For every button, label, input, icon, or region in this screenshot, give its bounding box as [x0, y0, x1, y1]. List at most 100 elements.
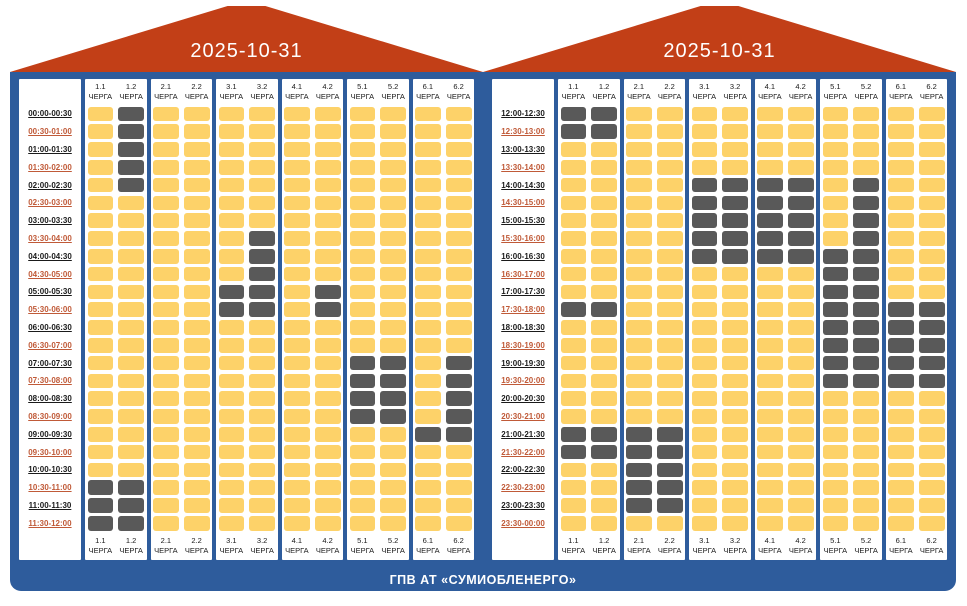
cell-wrapper — [443, 123, 474, 141]
power-on-cell — [757, 462, 783, 478]
cell-wrapper — [282, 497, 313, 515]
cell-wrapper — [654, 425, 685, 443]
power-on-cell — [591, 337, 617, 353]
power-on-cell — [153, 195, 179, 211]
schedule-row — [820, 425, 882, 443]
power-on-cell — [87, 426, 114, 442]
queue-word: ЧЕРГА — [889, 92, 913, 101]
power-off-cell — [249, 248, 275, 264]
power-on-cell — [445, 124, 472, 139]
cell-wrapper — [312, 408, 343, 426]
schedule-row — [820, 265, 882, 283]
time-slot-label: 01:30-02:00 — [28, 162, 72, 172]
cell-wrapper — [589, 479, 620, 497]
power-on-cell — [691, 302, 718, 317]
cell-wrapper — [312, 479, 343, 497]
cell-wrapper — [378, 123, 409, 141]
cell-wrapper — [413, 283, 444, 301]
power-on-cell — [656, 142, 683, 157]
time-slot-label: 05:00-05:30 — [28, 287, 72, 297]
time-column-header-spacer — [492, 79, 554, 105]
power-on-cell — [888, 106, 914, 122]
time-slot-label: 02:30-03:00 — [28, 198, 72, 208]
cell-wrapper — [282, 194, 313, 212]
power-on-cell — [415, 159, 441, 175]
cell-wrapper — [558, 194, 589, 212]
power-on-cell — [183, 337, 210, 353]
power-off-cell — [853, 213, 879, 228]
queue-number: 4.2 — [322, 536, 333, 545]
queue-header: 6.2 ЧЕРГА — [443, 536, 474, 556]
cell-wrapper — [624, 141, 655, 159]
schedule-row — [820, 247, 882, 265]
schedule-row — [820, 354, 882, 372]
time-row: 22:00-22:30 — [492, 461, 554, 479]
power-on-cell — [888, 159, 914, 175]
power-on-cell — [560, 480, 587, 495]
schedule-row — [413, 176, 475, 194]
power-on-cell — [415, 515, 441, 531]
cell-wrapper — [720, 319, 751, 337]
cell-wrapper — [916, 425, 947, 443]
power-on-cell — [249, 515, 275, 531]
schedule-row — [558, 336, 620, 354]
cell-wrapper — [347, 283, 378, 301]
cell-wrapper — [312, 390, 343, 408]
power-on-cell — [918, 444, 945, 460]
time-row: 09:00-09:30 — [19, 425, 81, 443]
cell-wrapper — [312, 230, 343, 248]
power-off-cell — [853, 195, 879, 211]
schedule-row — [755, 497, 817, 515]
cell-wrapper — [624, 354, 655, 372]
cell-wrapper — [689, 336, 720, 354]
time-row: 10:30-11:00 — [19, 479, 81, 497]
cell-wrapper — [181, 336, 212, 354]
cell-wrapper — [755, 372, 786, 390]
power-on-cell — [218, 373, 245, 389]
queue-header: 5.2 ЧЕРГА — [378, 82, 409, 102]
cell-wrapper — [820, 319, 851, 337]
power-on-cell — [284, 462, 310, 478]
cell-wrapper — [886, 105, 917, 123]
cell-wrapper — [886, 176, 917, 194]
cell-wrapper — [820, 230, 851, 248]
power-off-cell — [626, 480, 652, 495]
schedule-row — [85, 372, 147, 390]
queue-word: ЧЕРГА — [561, 546, 586, 556]
power-on-cell — [691, 409, 718, 424]
schedule-row — [624, 247, 686, 265]
power-on-cell — [249, 195, 275, 211]
power-off-cell — [445, 409, 472, 424]
schedule-row — [689, 141, 751, 159]
cell-wrapper — [247, 176, 278, 194]
power-off-cell — [722, 195, 748, 211]
queue-number: 2.2 — [191, 81, 202, 91]
cell-wrapper — [443, 336, 474, 354]
power-on-cell — [415, 498, 441, 513]
cell-wrapper — [755, 230, 786, 248]
time-row: 19:30-20:00 — [492, 372, 554, 390]
schedule-row — [820, 194, 882, 212]
power-off-cell — [349, 391, 376, 406]
schedule-row — [755, 247, 817, 265]
cell-wrapper — [85, 176, 116, 194]
schedule-row — [755, 265, 817, 283]
power-on-cell — [560, 373, 587, 389]
time-row: 03:30-04:00 — [19, 230, 81, 248]
power-on-cell — [415, 462, 441, 478]
cell-wrapper — [347, 141, 378, 159]
power-off-cell — [691, 248, 718, 264]
schedule-row — [558, 283, 620, 301]
power-on-cell — [284, 409, 310, 424]
power-on-cell — [153, 231, 179, 246]
cell-wrapper — [558, 514, 589, 532]
power-on-cell — [314, 195, 341, 211]
time-slot-label: 17:30-18:00 — [501, 305, 545, 315]
cell-wrapper — [755, 176, 786, 194]
power-on-cell — [918, 462, 945, 478]
cell-wrapper — [443, 319, 474, 337]
cell-wrapper — [443, 301, 474, 319]
cell-wrapper — [689, 194, 720, 212]
cell-wrapper — [347, 319, 378, 337]
cell-wrapper — [624, 105, 655, 123]
